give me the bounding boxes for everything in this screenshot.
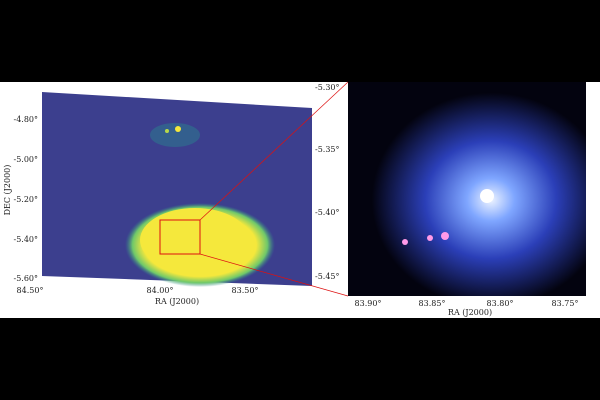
- y-tick-label: -5.60°: [13, 274, 38, 283]
- x-tick-label: 83.90°: [355, 299, 382, 308]
- x-label: RA (J2000): [448, 308, 492, 317]
- y-label: DEC (J2000): [3, 165, 12, 216]
- right-image: [348, 82, 586, 296]
- y2-tick-label: -5.35°: [315, 145, 340, 154]
- left-image: [42, 92, 312, 287]
- y2-tick-label: -5.40°: [315, 208, 340, 217]
- zoom-line: [199, 253, 349, 297]
- x-tick-label: 84.50°: [17, 286, 44, 295]
- zoom-line: [199, 81, 349, 221]
- y2-tick-label: -5.30°: [315, 83, 340, 92]
- y2-tick-label: -5.45°: [315, 272, 340, 281]
- x-tick-label: 83.75°: [552, 299, 579, 308]
- x-tick-label: 83.80°: [487, 299, 514, 308]
- y-tick-label: -5.00°: [13, 155, 38, 164]
- x-label: RA (J2000): [155, 297, 199, 306]
- x-tick-label: 83.85°: [419, 299, 446, 308]
- y-tick-label: -5.40°: [13, 235, 38, 244]
- x-tick-label: 84.00°: [147, 286, 174, 295]
- y-tick-label: -4.80°: [13, 115, 38, 124]
- y-tick-label: -5.20°: [13, 195, 38, 204]
- x-tick-label: 83.50°: [232, 286, 259, 295]
